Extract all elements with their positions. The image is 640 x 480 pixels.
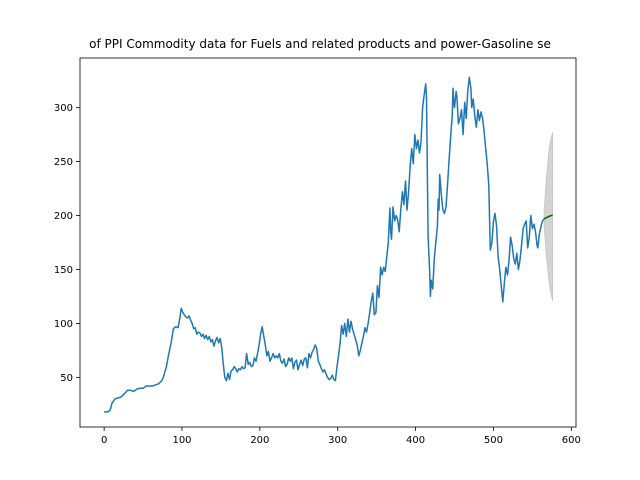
- plot-frame: [79, 57, 577, 428]
- x-tick-label: 0: [101, 435, 107, 446]
- x-axis: 0 100 200 300 400 500 600: [101, 427, 581, 446]
- x-tick-label: 600: [562, 435, 581, 446]
- y-tick-label: 250: [54, 157, 73, 168]
- y-tick-label: 200: [54, 211, 73, 222]
- y-tick-label: 100: [54, 319, 73, 330]
- x-tick-label: 400: [406, 435, 425, 446]
- x-tick-label: 500: [484, 435, 503, 446]
- y-tick-label: 150: [54, 265, 73, 276]
- y-axis: 50 100 150 200 250 300: [54, 103, 80, 384]
- y-tick-label: 300: [54, 103, 73, 114]
- forecast-line: [543, 214, 553, 220]
- x-tick-label: 300: [328, 435, 347, 446]
- x-tick-label: 200: [250, 435, 269, 446]
- chart-title: of PPI Commodity data for Fuels and rela…: [89, 37, 551, 51]
- y-tick-label: 50: [60, 373, 73, 384]
- x-tick-label: 100: [172, 435, 191, 446]
- history-line: [104, 76, 545, 413]
- plot-area: [104, 76, 553, 413]
